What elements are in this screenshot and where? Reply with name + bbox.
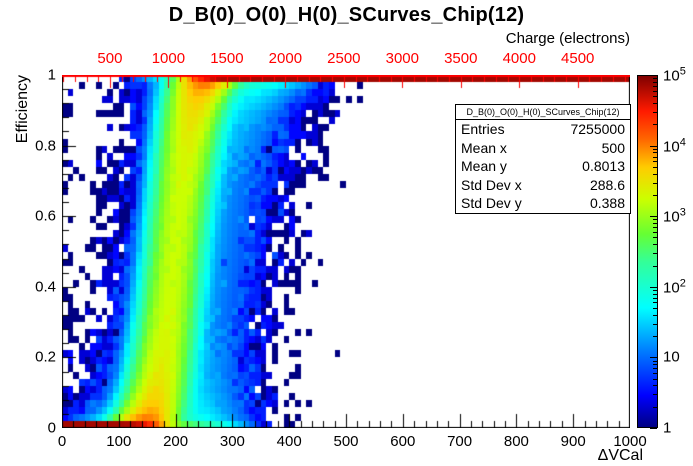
x-tick-label: 100 [106, 433, 132, 450]
x-tick-label: 0 [57, 433, 67, 450]
y-tick-label: 0.6 [35, 207, 56, 225]
stats-row: Mean x 500 [456, 139, 630, 158]
z-tick-label: 1 [663, 419, 672, 437]
z-tick-exponent: 4 [679, 136, 686, 149]
z-tick-exponent: 3 [679, 206, 686, 219]
charge-tick-label: 3500 [444, 50, 478, 67]
charge-tick-label: 2500 [327, 50, 361, 67]
x-tick-label: 800 [503, 433, 529, 450]
stat-label: Mean x [461, 139, 507, 156]
stat-value: 0.8013 [582, 158, 625, 175]
y-axis-title: Efficiency [14, 75, 31, 144]
charge-tick-label: 1000 [151, 50, 186, 67]
stat-value: 0.388 [589, 195, 625, 212]
z-tick-label: 103 [663, 206, 686, 226]
stat-value: 288.6 [589, 176, 625, 193]
stats-row: Entries 7255000 [456, 120, 630, 139]
charge-tick-label: 1500 [210, 50, 244, 67]
x-tick-label: 700 [447, 433, 473, 450]
charge-tick-label: 4500 [561, 50, 595, 67]
stats-box-title: D_B(0)_O(0)_H(0)_SCurves_Chip(12) [456, 105, 630, 120]
x-tick-label: 300 [219, 433, 245, 450]
z-tick-label: 105 [663, 65, 686, 85]
plot-title: D_B(0)_O(0)_H(0)_SCurves_Chip(12) [168, 4, 525, 26]
charge-tick-label: 3000 [385, 50, 419, 67]
stat-value: 500 [601, 139, 625, 156]
charge-tick-label: 4000 [502, 50, 536, 67]
stats-box-rows: Entries 7255000 Mean x 500 Mean y 0.8013 Std D… [456, 120, 630, 213]
y-tick-label: 0.2 [35, 348, 56, 366]
x-axis-title: ΔVCal [597, 447, 643, 464]
top-axis-title: Charge (electrons) [505, 30, 630, 47]
x-tick-label: 600 [390, 433, 416, 450]
stat-label: Mean y [461, 158, 507, 175]
stat-label: Std Dev x [461, 176, 522, 193]
z-tick-label: 10 [663, 348, 680, 366]
stats-row: Std Dev x 288.6 [456, 176, 630, 195]
colorbar-tick [650, 428, 657, 429]
z-tick-exponent: 5 [679, 65, 686, 78]
y-tick-label: 0 [47, 419, 56, 437]
z-tick-label: 104 [663, 136, 686, 156]
x-tick-label: 400 [276, 433, 302, 450]
stat-label: Std Dev y [461, 195, 522, 212]
z-tick-label: 102 [663, 277, 686, 297]
z-tick-exponent: 2 [679, 277, 686, 290]
stats-box: D_B(0)_O(0)_H(0)_SCurves_Chip(12) Entrie… [455, 104, 631, 214]
charge-tick-label: 2000 [268, 50, 303, 67]
stats-row: Std Dev y 0.388 [456, 194, 630, 213]
x-tick-label: 500 [333, 433, 359, 450]
y-tick-label: 0.4 [35, 278, 56, 296]
color-scale-bar [637, 75, 658, 428]
x-tick-label: 200 [163, 433, 189, 450]
x-tick-label: 900 [560, 433, 586, 450]
charge-tick-label: 500 [97, 50, 123, 67]
stat-label: Entries [461, 121, 505, 137]
stat-value: 7255000 [570, 121, 625, 137]
stats-row: Mean y 0.8013 [456, 157, 630, 176]
